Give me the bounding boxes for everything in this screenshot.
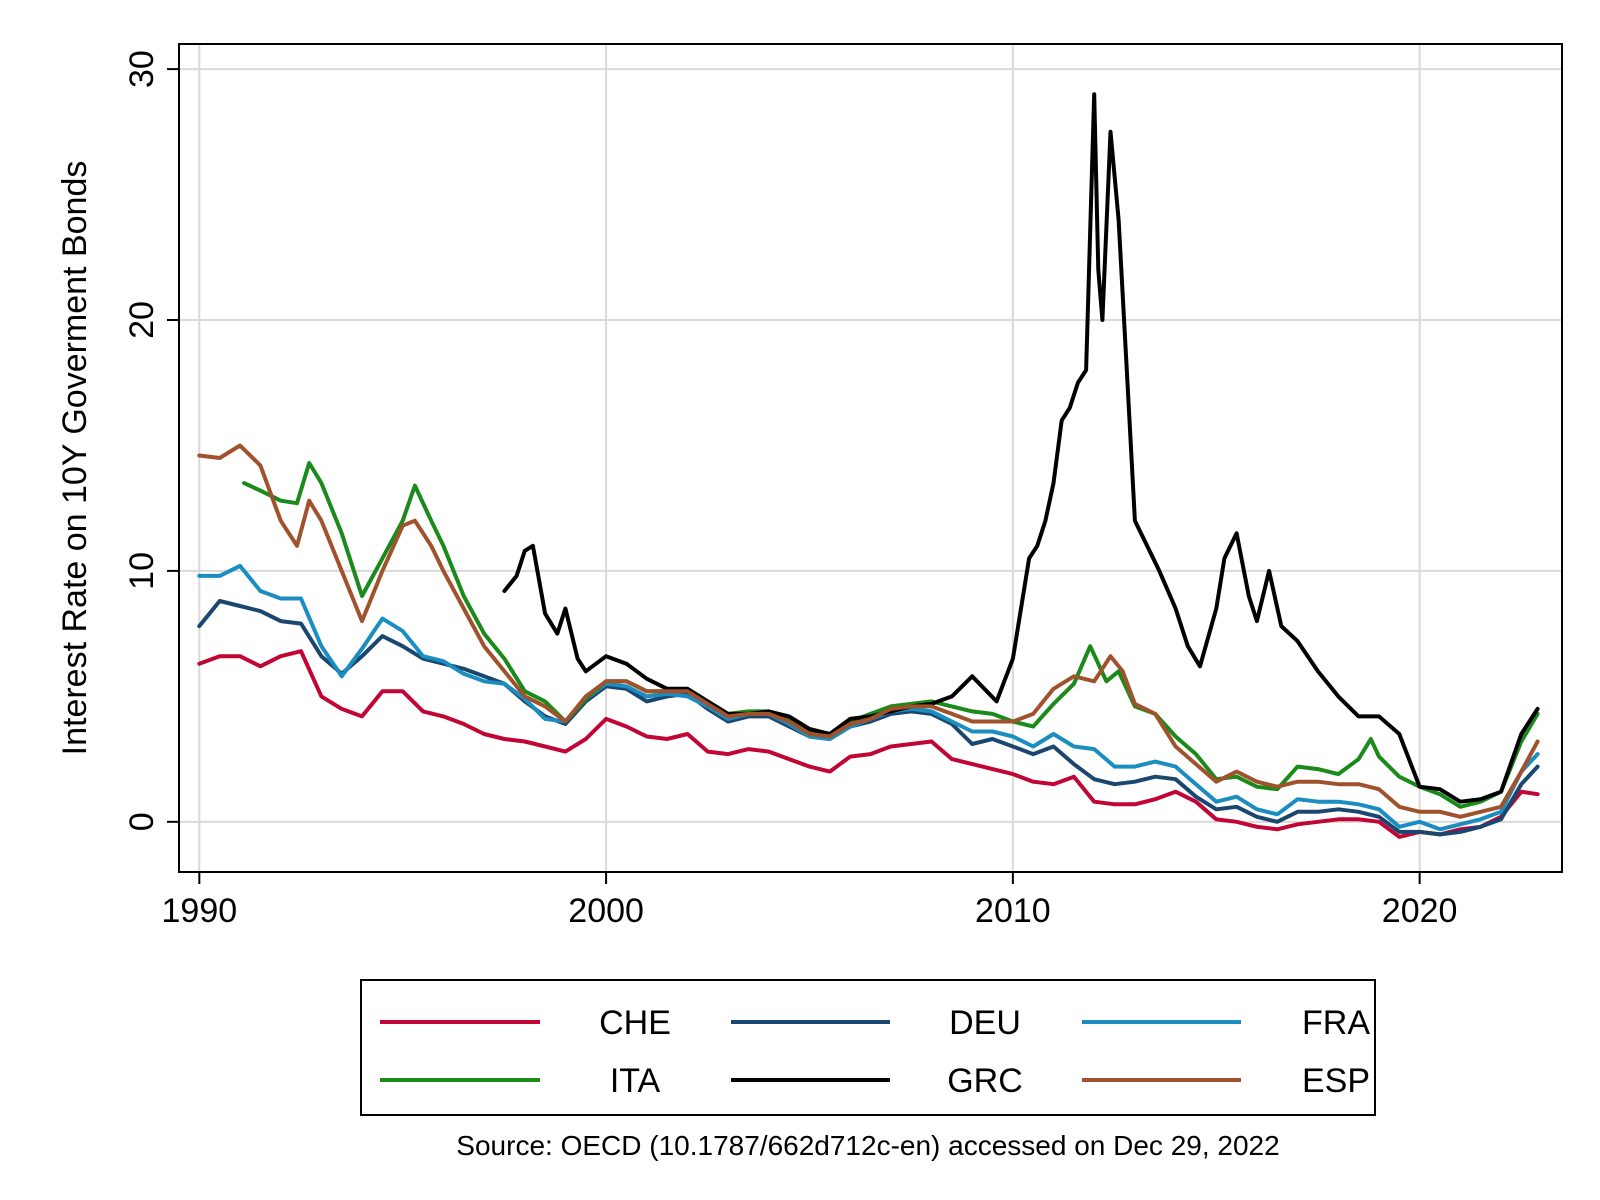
series-line-deu bbox=[197, 599, 1540, 837]
y-tick-label-0: 0 bbox=[123, 812, 161, 831]
y-tick-label-10: 10 bbox=[123, 552, 161, 590]
series-line-ita bbox=[242, 461, 1540, 809]
x-tick-label-2020: 2020 bbox=[1382, 892, 1458, 930]
legend-label-fra: FRA bbox=[1302, 1004, 1370, 1042]
legend: CHE DEU FRA ITA GRC ESP bbox=[360, 979, 1376, 1116]
legend-box bbox=[360, 979, 1376, 1116]
legend-label-che: CHE bbox=[599, 1004, 671, 1042]
legend-label-grc: GRC bbox=[947, 1062, 1023, 1100]
legend-items: CHE DEU FRA ITA GRC ESP bbox=[380, 1004, 1370, 1100]
series-line-grc bbox=[502, 92, 1540, 804]
legend-label-ita: ITA bbox=[610, 1062, 661, 1100]
legend-label-deu: DEU bbox=[949, 1004, 1021, 1042]
y-axis: 0 10 20 30 bbox=[123, 50, 179, 831]
series-line-che bbox=[197, 649, 1540, 839]
plot-frame bbox=[178, 43, 1563, 873]
x-tick-label-1990: 1990 bbox=[162, 892, 238, 930]
series-layer bbox=[197, 92, 1540, 839]
y-tick-label-30: 30 bbox=[123, 50, 161, 88]
source-note: Source: OECD (10.1787/662d712c-en) acces… bbox=[456, 1130, 1279, 1161]
series-line-esp bbox=[197, 443, 1540, 819]
gridlines bbox=[179, 44, 1562, 872]
x-axis: 1990 2000 2010 2020 bbox=[162, 872, 1458, 930]
legend-label-esp: ESP bbox=[1302, 1062, 1370, 1100]
x-tick-label-2000: 2000 bbox=[568, 892, 644, 930]
y-axis-title: Interest Rate on 10Y Goverment Bonds bbox=[56, 161, 94, 756]
x-tick-label-2010: 2010 bbox=[975, 892, 1051, 930]
y-tick-label-20: 20 bbox=[123, 301, 161, 339]
